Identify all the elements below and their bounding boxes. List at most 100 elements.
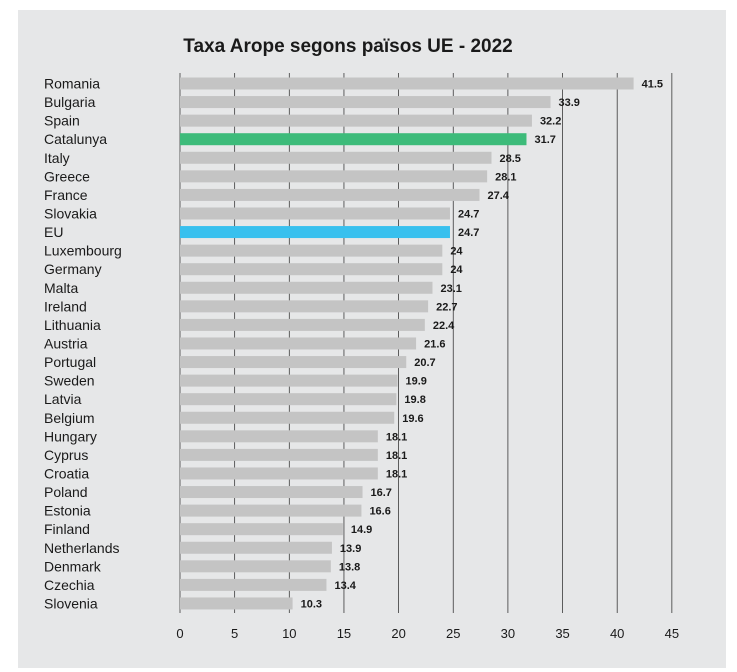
- category-label: Portugal: [44, 354, 96, 370]
- bar-czechia: [180, 578, 327, 591]
- category-label: France: [44, 187, 88, 203]
- value-label: 10.3: [301, 598, 322, 610]
- bar-portugal: [180, 356, 407, 369]
- value-label: 22.4: [433, 320, 455, 332]
- x-tick-label: 10: [282, 626, 296, 641]
- category-label: Slovenia: [44, 595, 98, 611]
- bar-cyprus: [180, 448, 378, 461]
- category-label: Luxembourg: [44, 243, 122, 259]
- value-label: 32.2: [540, 116, 561, 128]
- category-label: Estonia: [44, 503, 91, 519]
- bar-france: [180, 188, 480, 201]
- chart-title: Taxa Arope segons països UE - 2022: [183, 36, 512, 57]
- value-label: 16.7: [371, 487, 392, 499]
- bar-latvia: [180, 393, 397, 406]
- value-label: 24.7: [458, 227, 479, 239]
- x-tick-label: 5: [231, 626, 238, 641]
- category-label: Bulgaria: [44, 94, 96, 110]
- value-label: 27.4: [487, 190, 509, 202]
- bar-estonia: [180, 504, 362, 517]
- value-labels: 41.5 33.9 32.2 31.7 28.5 28.1 27.4 24.7 24.7 24 24…: [301, 79, 663, 611]
- bar-denmark: [180, 560, 331, 573]
- value-label: 31.7: [534, 134, 555, 146]
- value-label: 20.7: [414, 357, 435, 369]
- category-label: Romania: [44, 76, 100, 92]
- value-label: 18.1: [386, 468, 407, 480]
- category-label: Czechia: [44, 577, 95, 593]
- category-label: Belgium: [44, 410, 95, 426]
- x-axis-ticks: 0 5 10 15 20 25 30 35 40 45: [176, 626, 679, 641]
- bar-poland: [180, 486, 363, 499]
- category-label: Greece: [44, 168, 90, 184]
- category-label: Lithuania: [44, 317, 101, 333]
- category-label: Denmark: [44, 558, 102, 574]
- value-label: 21.6: [424, 338, 445, 350]
- bar-italy: [180, 151, 492, 164]
- category-label: Germany: [44, 261, 102, 277]
- value-label: 22.7: [436, 301, 457, 313]
- category-labels: Romania Bulgaria Spain Catalunya Italy Greece…: [44, 76, 122, 612]
- bar-catalunya: [180, 133, 527, 146]
- bar-sweden: [180, 374, 398, 387]
- bar-romania: [180, 77, 634, 90]
- bar-ireland: [180, 300, 429, 313]
- value-label: 19.6: [402, 413, 423, 425]
- category-label: Netherlands: [44, 540, 120, 556]
- bar-greece: [180, 170, 488, 183]
- value-label: 13.4: [334, 580, 356, 592]
- x-tick-label: 40: [610, 626, 624, 641]
- value-label: 33.9: [559, 97, 580, 109]
- category-label: Hungary: [44, 428, 97, 444]
- value-label: 13.9: [340, 543, 361, 555]
- value-label: 16.6: [369, 506, 390, 518]
- bar-austria: [180, 337, 417, 350]
- bar-bulgaria: [180, 96, 551, 109]
- bar-hungary: [180, 430, 378, 443]
- bar-netherlands: [180, 541, 332, 554]
- bar-germany: [180, 263, 443, 276]
- category-label: Slovakia: [44, 205, 97, 221]
- value-label: 24.7: [458, 208, 479, 220]
- bar-belgium: [180, 411, 395, 424]
- category-label: Spain: [44, 113, 80, 129]
- category-label: Malta: [44, 280, 78, 296]
- value-label: 28.5: [500, 153, 521, 165]
- x-tick-label: 45: [665, 626, 679, 641]
- category-label: Finland: [44, 521, 90, 537]
- x-tick-label: 0: [176, 626, 183, 641]
- category-label: Austria: [44, 335, 88, 351]
- value-label: 19.9: [406, 376, 427, 388]
- category-label: Cyprus: [44, 447, 88, 463]
- category-label: EU: [44, 224, 63, 240]
- value-label: 41.5: [642, 79, 663, 91]
- x-tick-label: 35: [555, 626, 569, 641]
- bar-croatia: [180, 467, 378, 480]
- category-label: Ireland: [44, 298, 87, 314]
- category-label: Sweden: [44, 373, 95, 389]
- value-label: 13.8: [339, 561, 360, 573]
- category-label: Catalunya: [44, 131, 107, 147]
- bar-slovakia: [180, 207, 450, 220]
- bar-malta: [180, 281, 433, 294]
- value-label: 19.8: [404, 394, 425, 406]
- x-tick-label: 15: [337, 626, 351, 641]
- bar-luxembourg: [180, 244, 443, 257]
- category-label: Poland: [44, 484, 88, 500]
- x-tick-label: 25: [446, 626, 460, 641]
- category-label: Latvia: [44, 391, 82, 407]
- bar-slovenia: [180, 597, 293, 610]
- value-label: 18.1: [386, 450, 407, 462]
- value-label: 23.1: [440, 283, 461, 295]
- x-tick-label: 20: [391, 626, 405, 641]
- value-label: 14.9: [351, 524, 372, 536]
- value-label: 24: [450, 264, 463, 276]
- bar-lithuania: [180, 318, 425, 331]
- x-tick-label: 30: [501, 626, 515, 641]
- bar-finland: [180, 523, 343, 536]
- category-label: Italy: [44, 150, 70, 166]
- value-label: 28.1: [495, 171, 516, 183]
- category-label: Croatia: [44, 465, 89, 481]
- bar-eu: [180, 226, 450, 239]
- value-label: 18.1: [386, 431, 407, 443]
